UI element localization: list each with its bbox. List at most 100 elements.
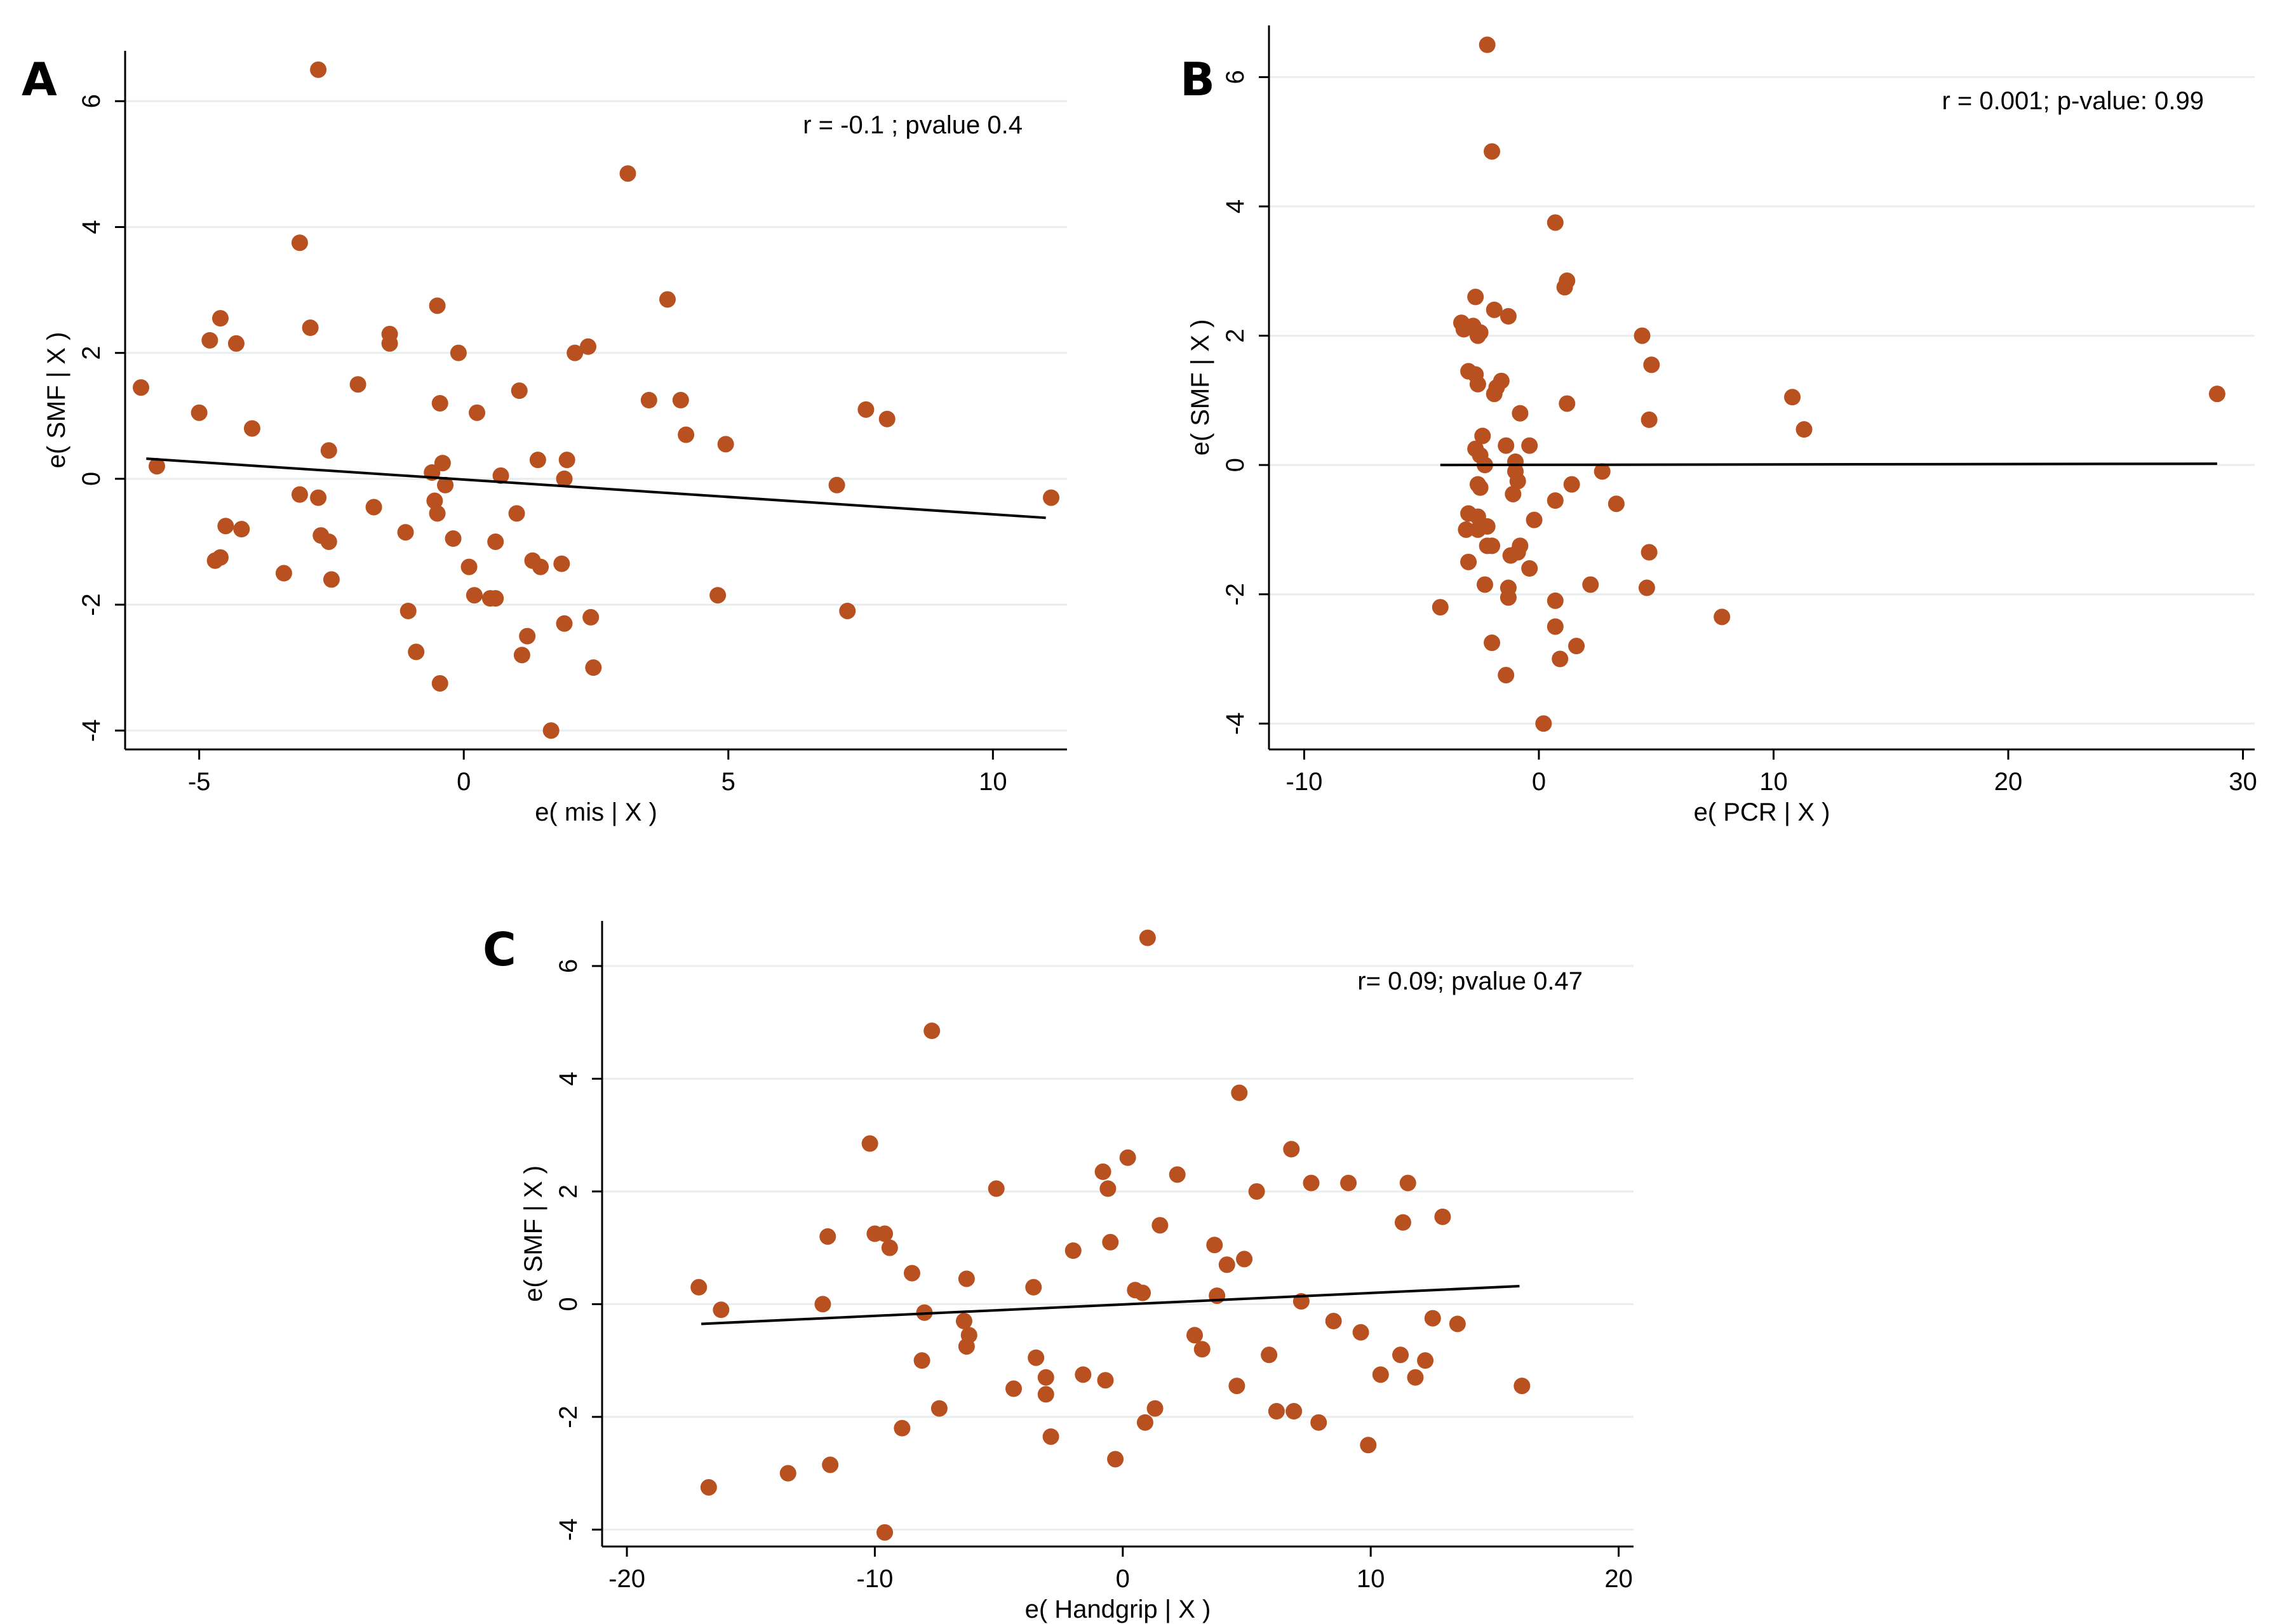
y-tick-label-b-5: 6	[1221, 70, 1249, 84]
data-point-c-55	[1283, 1141, 1300, 1158]
data-point-c-3	[779, 1465, 796, 1482]
data-point-c-56	[1285, 1403, 1303, 1420]
y-tick-label-a-0: -4	[77, 719, 105, 742]
data-point-a-47	[513, 647, 530, 664]
data-point-c-19	[955, 1313, 972, 1330]
data-point-c-5	[819, 1228, 836, 1245]
data-point-a-34	[437, 476, 454, 493]
x-tick-label-b-0: -10	[1286, 768, 1323, 796]
data-point-c-12	[894, 1419, 911, 1437]
x-tick-label-a-2: 5	[722, 768, 735, 796]
data-point-a-20	[320, 442, 337, 459]
y-tick-label-a-4: 4	[77, 220, 105, 234]
data-point-a-71	[878, 410, 896, 427]
data-point-a-8	[227, 335, 245, 352]
data-point-c-70	[1424, 1310, 1441, 1327]
data-point-c-0	[690, 1278, 708, 1296]
data-point-c-50	[1231, 1084, 1248, 1101]
data-point-a-51	[532, 558, 549, 575]
data-point-b-6	[1486, 301, 1503, 318]
data-point-a-65	[678, 426, 695, 443]
data-point-a-64	[672, 392, 689, 408]
data-point-c-23	[1005, 1380, 1023, 1397]
x-tick-label-b-1: 0	[1532, 768, 1546, 796]
data-point-c-29	[1064, 1242, 1082, 1259]
data-point-c-30	[1075, 1366, 1092, 1383]
data-point-c-26	[1037, 1369, 1054, 1386]
stat-annotation-b: r = 0.001; p-value: 0.99	[1942, 87, 2205, 115]
x-tick-label-a-0: -5	[188, 768, 211, 796]
data-point-c-41	[1146, 1400, 1164, 1417]
data-point-b-14	[1643, 356, 1660, 373]
data-point-c-59	[1310, 1414, 1327, 1431]
data-point-c-18	[958, 1270, 975, 1287]
data-point-b-35	[1509, 473, 1526, 490]
data-point-c-42	[1151, 1217, 1169, 1234]
x-tick-label-b-3: 20	[1994, 768, 2023, 796]
data-point-c-51	[1236, 1251, 1253, 1268]
data-point-a-72	[1043, 489, 1060, 506]
data-point-a-30	[429, 297, 446, 314]
data-point-a-67	[717, 436, 734, 453]
data-point-c-62	[1352, 1324, 1369, 1341]
data-point-a-22	[365, 499, 382, 516]
data-point-c-49	[1228, 1378, 1245, 1395]
data-point-b-13	[1634, 327, 1651, 344]
data-point-b-17	[1469, 375, 1486, 393]
data-point-b-29	[1521, 437, 1538, 454]
data-point-b-28	[1498, 437, 1515, 454]
data-point-b-38	[1563, 476, 1580, 493]
data-point-b-64	[1714, 608, 1731, 626]
data-point-b-26	[1641, 411, 1658, 428]
y-tick-label-b-0: -4	[1221, 712, 1249, 735]
y-tick-label-c-3: 2	[554, 1184, 582, 1198]
data-point-c-69	[1417, 1352, 1434, 1369]
data-point-b-41	[1547, 492, 1564, 509]
data-point-c-27	[1037, 1386, 1054, 1403]
data-point-c-54	[1268, 1403, 1285, 1420]
data-point-b-27	[1474, 427, 1491, 445]
data-point-b-10	[1455, 321, 1472, 338]
data-point-c-21	[958, 1338, 975, 1355]
data-point-b-37	[1594, 463, 1611, 480]
data-point-c-46	[1206, 1237, 1223, 1254]
data-point-a-10	[243, 420, 260, 437]
data-point-c-15	[913, 1352, 930, 1369]
fit-line-a	[146, 457, 1046, 520]
data-point-c-2	[713, 1301, 730, 1319]
x-tick-label-b-4: 30	[2229, 768, 2257, 796]
data-point-c-45	[1193, 1341, 1211, 1358]
fit-line-b	[1440, 462, 2217, 467]
data-point-c-65	[1392, 1346, 1409, 1364]
data-point-c-36	[1119, 1149, 1136, 1166]
data-point-c-35	[1107, 1451, 1124, 1468]
data-point-b-1	[1484, 143, 1501, 160]
data-point-a-54	[556, 470, 573, 487]
data-point-a-66	[709, 587, 727, 604]
data-point-b-66	[1568, 638, 1585, 655]
data-point-a-40	[469, 404, 486, 421]
data-point-a-68	[828, 476, 845, 493]
data-point-b-23	[1784, 389, 1801, 406]
y-tick-label-b-4: 4	[1221, 199, 1249, 213]
data-point-c-28	[1042, 1428, 1059, 1445]
data-point-a-25	[397, 524, 414, 541]
data-point-b-55	[1460, 553, 1477, 570]
data-point-b-48	[1526, 511, 1543, 528]
y-axis-title-a: e( SMF | X )	[43, 332, 70, 469]
y-tick-label-a-2: 0	[77, 472, 105, 486]
data-point-c-9	[876, 1225, 894, 1242]
data-point-b-53	[1502, 547, 1519, 564]
data-point-b-57	[1476, 576, 1493, 593]
data-point-a-11	[275, 565, 292, 582]
data-point-a-21	[349, 376, 366, 393]
x-axis-title-a: e( mis | X )	[535, 798, 657, 826]
data-point-b-5	[1467, 288, 1484, 305]
data-point-c-64	[1372, 1366, 1389, 1383]
data-point-b-65	[1547, 618, 1564, 635]
data-point-a-43	[487, 533, 504, 550]
fit-line-c	[701, 1285, 1520, 1325]
data-point-a-36	[445, 530, 462, 547]
